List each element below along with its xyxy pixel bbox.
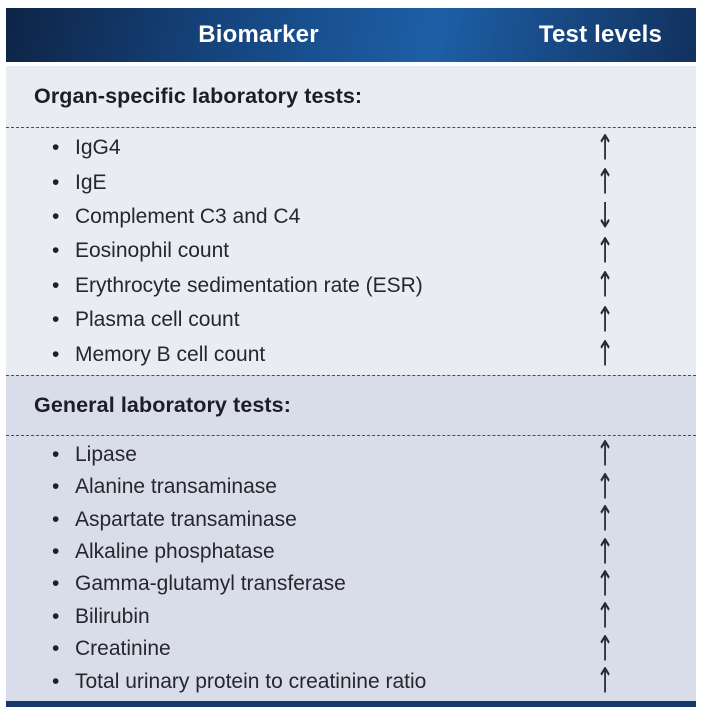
test-level-cell: ↑ [575,437,635,472]
table-row: Creatinine↑ [6,631,696,666]
biomarker-label: Total urinary protein to creatinine rati… [52,670,575,694]
table-row: Alkaline phosphatase ↑ [6,534,696,569]
biomarker-label: Memory B cell count [52,343,575,367]
arrow-up-icon: ↑ [595,333,615,375]
test-level-cell: ↑ [575,631,635,666]
column-header-biomarker: Biomarker [198,21,319,48]
table-row: IgG4 ↑ [6,130,696,165]
table-row: Lipase ↑ [6,437,696,472]
table-header: Biomarker Test levels [6,8,696,62]
arrow-up-icon: ↑ [595,264,615,306]
biomarker-table: Biomarker Test levels Organ-specific lab… [6,8,696,707]
table-row: Total urinary protein to creatinine rati… [6,664,696,699]
biomarker-label: Bilirubin [52,605,575,629]
table-row: Plasma cell count ↑ [6,302,696,337]
test-level-cell: ↓ [575,199,635,234]
section-rows: IgG4↑IgE↑Complement C3 and C4↓Eosinophil… [6,127,696,375]
table-row: Eosinophil count↑ [6,233,696,268]
arrow-up-icon: ↑ [595,563,615,605]
biomarker-label: Aspartate transaminase [52,508,575,532]
table-row: Bilirubin ↑ [6,599,696,634]
table-row: Complement C3 and C4 ↓ [6,199,696,234]
test-level-cell: ↑ [575,268,635,303]
test-level-cell: ↑ [575,534,635,569]
test-level-cell: ↑ [575,469,635,504]
arrow-up-icon: ↑ [595,230,615,272]
section-rows: Lipase↑Alanine transaminase↑Aspartate tr… [6,434,696,701]
test-level-cell: ↑ [575,567,635,602]
table-row: Aspartate transaminase↑ [6,502,696,537]
biomarker-label: Complement C3 and C4 [52,205,575,229]
section-title-row: Organ-specific laboratory tests: [6,66,696,127]
arrow-up-icon: ↑ [595,161,615,203]
arrow-up-icon: ↑ [595,127,615,168]
table-row: Memory B cell count↑ [6,337,696,372]
table-row: Erythrocyte sedimentation rate (ESR)↑ [6,268,696,303]
biomarker-label: Creatinine [52,637,575,661]
section-title-row: General laboratory tests: [6,376,696,435]
biomarker-label: Eosinophil count [52,239,575,263]
arrow-up-icon: ↑ [595,628,615,670]
biomarker-label: Alkaline phosphatase [52,540,575,564]
table-row: Gamma-glutamyl transferase↑ [6,567,696,602]
biomarker-label: Erythrocyte sedimentation rate (ESR) [52,274,575,298]
test-level-cell: ↑ [575,165,635,200]
test-level-cell: ↑ [575,130,635,165]
arrow-up-icon: ↑ [595,299,615,340]
section: General laboratory tests:Lipase↑Alanine … [6,374,696,701]
bottom-rule [6,700,696,707]
table-row: Alanine transaminase↑ [6,469,696,504]
biomarker-label: Lipase [52,443,575,467]
section: Organ-specific laboratory tests:IgG4↑IgE… [6,66,696,375]
test-level-cell: ↑ [575,302,635,337]
section-title: General laboratory tests: [34,392,292,417]
table-row: IgE↑ [6,165,696,200]
table-body: Organ-specific laboratory tests:IgG4↑IgE… [6,66,696,701]
test-level-cell: ↑ [575,502,635,537]
biomarker-label: Alanine transaminase [52,475,575,499]
arrow-up-icon: ↑ [595,531,615,572]
biomarker-label: IgE [52,171,575,195]
arrow-up-icon: ↑ [595,660,615,702]
arrow-up-icon: ↑ [595,434,615,475]
column-header-test-levels: Test levels [538,21,663,48]
section-title: Organ-specific laboratory tests: [34,84,363,108]
arrow-up-icon: ↑ [595,498,615,540]
arrow-down-icon: ↓ [595,196,615,237]
test-level-cell: ↑ [575,233,635,268]
test-level-cell: ↑ [575,337,635,372]
biomarker-label: Plasma cell count [52,308,575,332]
biomarker-label: IgG4 [52,136,575,160]
test-level-cell: ↑ [575,664,635,699]
biomarker-label: Gamma-glutamyl transferase [52,572,575,596]
arrow-up-icon: ↑ [595,466,615,508]
test-level-cell: ↑ [575,599,635,634]
arrow-up-icon: ↑ [595,596,615,637]
